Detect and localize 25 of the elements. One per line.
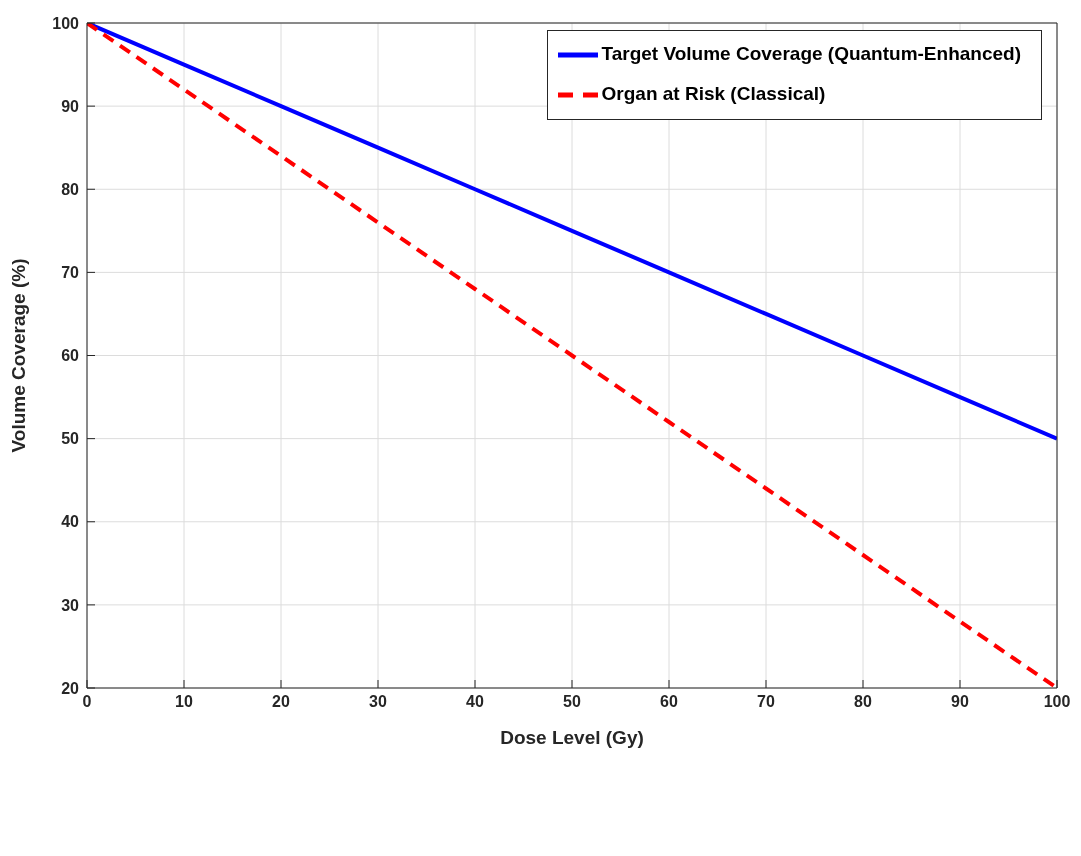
- y-tick-label: 30: [61, 596, 80, 614]
- x-tick-label: 70: [757, 693, 775, 711]
- x-tick-label: 30: [369, 693, 387, 711]
- x-tick-label: 0: [82, 693, 92, 711]
- y-tick-label: 70: [61, 264, 80, 282]
- x-tick-label: 60: [660, 693, 678, 711]
- line-series: [87, 23, 1057, 688]
- y-tick-label: 40: [61, 513, 80, 531]
- y-tick-label: 20: [61, 679, 80, 697]
- x-tick-label: 80: [854, 693, 872, 711]
- x-tick-label: 90: [951, 693, 969, 711]
- y-tick-label: 80: [61, 180, 80, 198]
- legend-label: Target Volume Coverage (Quantum-Enhanced): [601, 43, 1021, 65]
- x-tick-label: 100: [1043, 693, 1071, 711]
- legend-label: Organ at Risk (Classical): [601, 83, 826, 105]
- y-tick-label: 60: [61, 347, 80, 365]
- y-tick-label: 50: [61, 430, 80, 448]
- x-axis-title: Dose Level (Gy): [500, 727, 644, 748]
- x-tick-label: 40: [466, 693, 484, 711]
- y-axis-title: Volume Coverage (%): [7, 258, 29, 453]
- y-tick-label: 100: [52, 14, 80, 32]
- x-tick-label: 20: [272, 693, 290, 711]
- x-tick-label: 10: [175, 693, 193, 711]
- x-tick-label: 50: [563, 693, 581, 711]
- y-tick-label: 90: [61, 97, 80, 115]
